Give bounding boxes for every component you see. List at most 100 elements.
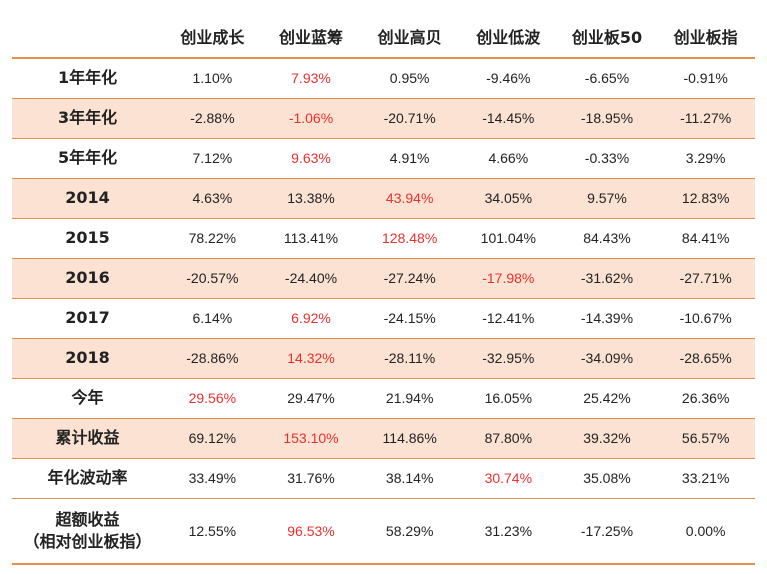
table-cell: 0.00%	[685, 522, 726, 539]
table-cell: 26.36%	[681, 390, 730, 406]
table-cell-highlight: 6.92%	[291, 310, 331, 326]
row-label: 5年年化	[12, 138, 163, 178]
header-cell: 创业板50	[557, 14, 657, 59]
table-cell: 34.05%	[484, 190, 533, 206]
table-cell: -14.45%	[482, 110, 535, 126]
table-cell: -24.15%	[383, 310, 436, 326]
performance-table-container: 创业成长 创业蓝筹 创业高贝 创业低波 创业板50 创业板指 1年年化 1.10%…	[12, 14, 755, 565]
table-row: 2015 78.22% 113.41% 128.48% 101.04% 84.43% 84.…	[12, 218, 755, 258]
table-row: 累计收益 69.12% 153.10% 114.86% 87.80% 39.32% 56.5…	[12, 418, 755, 458]
row-label-line: 5年年化	[57, 148, 118, 167]
row-label-line: 2014	[65, 188, 110, 207]
header-row: 创业成长 创业蓝筹 创业高贝 创业低波 创业板50 创业板指	[12, 14, 755, 59]
table-cell: 4.91%	[389, 150, 430, 166]
header-cell: 创业高贝	[360, 14, 459, 59]
table-cell: 7.12%	[192, 150, 233, 166]
table-cell-highlight: 14.32%	[287, 350, 335, 366]
table-cell: 25.42%	[583, 390, 631, 406]
table-cell-highlight: 43.94%	[385, 190, 434, 206]
row-label-line: 2015	[65, 228, 110, 247]
table-cell: 101.04%	[480, 230, 536, 246]
table-row: 2016 -20.57% -24.40% -27.24% -17.98% -31.62% -…	[12, 258, 755, 298]
table-cell: -9.46%	[486, 70, 531, 87]
table-cell-highlight: 128.48%	[382, 230, 438, 246]
table-cell: 35.08%	[583, 470, 631, 486]
table-cell: -18.95%	[580, 110, 634, 126]
row-label-line: 1年年化	[57, 68, 118, 88]
table-cell: -14.39%	[580, 310, 634, 326]
header-corner	[12, 14, 164, 59]
table-cell: -27.24%	[383, 270, 436, 286]
table-cell: 31.23%	[484, 522, 533, 539]
table-cell-highlight: 96.53%	[287, 522, 335, 539]
table-cell: 31.76%	[287, 470, 335, 486]
row-label: 今年	[12, 378, 163, 418]
table-row: 1年年化 1.10% 7.93% 0.95% -9.46% -6.65% -0.91%	[12, 58, 755, 98]
table-cell: -20.57%	[186, 270, 239, 286]
table-row: 3年年化 -2.88% -1.06% -20.71% -14.45% -18.95% -11…	[12, 98, 755, 138]
table-cell: 78.22%	[188, 230, 237, 246]
table-cell: 21.94%	[385, 390, 434, 406]
table-cell: 114.86%	[382, 430, 437, 446]
table-cell: 3.29%	[685, 150, 726, 166]
table-cell: -20.71%	[383, 110, 436, 126]
row-label-line: 2018	[65, 348, 110, 367]
table-cell: 6.14%	[192, 310, 233, 326]
table-cell: 4.63%	[192, 190, 233, 206]
table-cell: -31.62%	[580, 270, 634, 286]
header-cell: 创业板指	[656, 14, 755, 59]
table-cell: -0.33%	[584, 150, 630, 166]
row-label-line: 2016	[65, 268, 110, 287]
table-cell: 87.80%	[484, 430, 533, 446]
table-cell: 33.21%	[681, 470, 730, 486]
table-cell-highlight: 153.10%	[283, 430, 339, 446]
table-cell: 12.55%	[188, 522, 237, 539]
table-cell: 16.05%	[484, 390, 533, 406]
row-label: 2015	[12, 218, 163, 258]
row-label-line: 累计收益	[55, 428, 120, 447]
table-cell: 4.66%	[488, 150, 529, 166]
header-cell: 创业蓝筹	[261, 14, 361, 59]
table-body: 1年年化 1.10% 7.93% 0.95% -9.46% -6.65% -0.91% 3年年…	[12, 58, 755, 564]
table-cell: 84.41%	[681, 230, 730, 246]
table-cell: -11.27%	[680, 110, 732, 126]
table-row: 2017 6.14% 6.92% -24.15% -12.41% -14.39% -10.6…	[12, 298, 755, 338]
table-cell: -32.95%	[482, 350, 535, 366]
table-cell: 56.57%	[681, 430, 730, 446]
table-cell: 33.49%	[188, 470, 237, 486]
performance-table: 创业成长 创业蓝筹 创业高贝 创业低波 创业板50 创业板指 1年年化 1.10%…	[12, 14, 755, 565]
row-label-line: 超额收益	[55, 509, 120, 529]
row-label: 2017	[12, 298, 163, 338]
table-cell: 13.38%	[287, 190, 335, 206]
row-label: 1年年化	[12, 58, 163, 98]
table-cell-highlight: -1.06%	[288, 110, 334, 126]
header-cell: 创业成长	[163, 14, 262, 59]
table-cell: 84.43%	[583, 230, 631, 246]
table-cell: 9.57%	[587, 190, 627, 206]
table-cell-highlight: 7.93%	[291, 70, 331, 87]
table-cell: -34.09%	[580, 350, 634, 366]
table-cell: 12.83%	[681, 190, 730, 206]
table-cell: 29.47%	[287, 390, 335, 406]
table-cell: -12.41%	[482, 310, 535, 326]
row-label-line: 3年年化	[57, 108, 118, 127]
table-cell: -0.91%	[683, 70, 728, 87]
header-cell: 创业低波	[458, 14, 558, 59]
table-cell: -6.65%	[584, 70, 630, 87]
row-label-line: 年化波动率	[47, 468, 128, 487]
row-label: 2018	[12, 338, 163, 378]
row-label: 3年年化	[12, 98, 163, 138]
row-label: 2014	[12, 178, 163, 218]
table-row: 2018 -28.86% 14.32% -28.11% -32.95% -34.09% -2…	[12, 338, 755, 378]
table-cell-highlight: 29.56%	[188, 390, 237, 406]
table-row: 今年 29.56% 29.47% 21.94% 16.05% 25.42% 26.36%	[12, 378, 755, 418]
table-cell: 0.95%	[389, 70, 430, 87]
table-cell: -2.88%	[190, 110, 235, 126]
table-row: 2014 4.63% 13.38% 43.94% 34.05% 9.57% 12.83%	[12, 178, 755, 218]
row-label-line: （相对创业板指）	[23, 531, 152, 551]
table-row: 超额收益 （相对创业板指） 12.55% 96.53% 58.29% 31.23% -17.…	[12, 498, 755, 564]
table-cell: 58.29%	[385, 522, 434, 539]
table-cell: 38.14%	[385, 470, 434, 486]
table-row: 5年年化 7.12% 9.63% 4.91% 4.66% -0.33% 3.29%	[12, 138, 755, 178]
row-label-line: 今年	[71, 388, 104, 407]
